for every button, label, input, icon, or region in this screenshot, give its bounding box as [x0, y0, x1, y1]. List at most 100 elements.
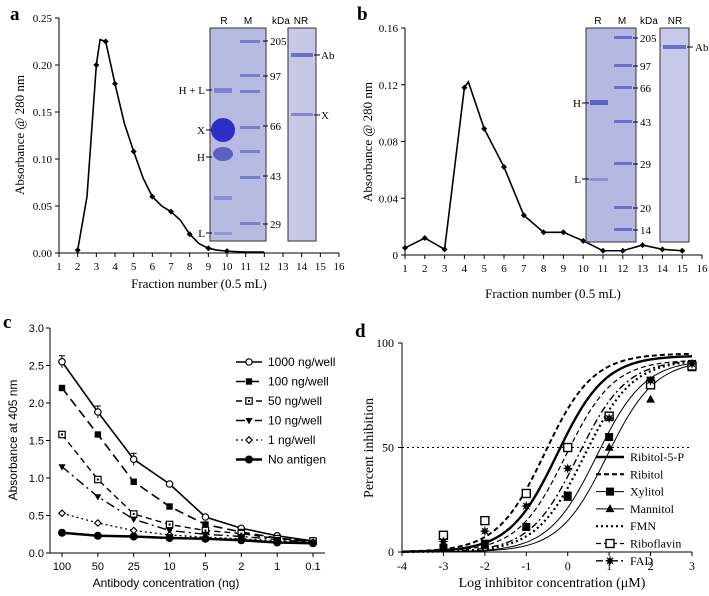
- y-axis-title: Absorbance @ 280 nm: [12, 75, 27, 195]
- data-point: [686, 358, 698, 370]
- x-tick-label: 0.1: [305, 561, 320, 573]
- data-point: [165, 480, 174, 488]
- legend-marker: [605, 504, 615, 513]
- marker-kda-label: 43: [270, 171, 282, 183]
- x-tick-label: 5: [131, 261, 137, 273]
- y-tick-label: 0.0: [29, 548, 44, 560]
- gel-band: [614, 64, 632, 67]
- band-label: Ab: [321, 50, 335, 62]
- x-tick-label: 10: [222, 261, 234, 273]
- y-tick-label: 2.5: [29, 361, 44, 373]
- lane-label: R: [594, 16, 601, 27]
- y-tick-label: 0.05: [33, 201, 53, 213]
- x-tick-label: 9: [561, 263, 567, 275]
- y-tick-label: 0.20: [33, 60, 53, 72]
- gel-background: [585, 27, 637, 243]
- data-point: [481, 125, 488, 132]
- x-tick-label: 13: [637, 263, 649, 275]
- data-point: [94, 408, 102, 416]
- series: 1000 ng/well: [58, 355, 335, 545]
- x-axis-title: Fraction number (0.5 mL): [131, 276, 267, 291]
- legend-label: Ribitol-5-P: [630, 450, 684, 464]
- legend-label: 100 ng/well: [268, 375, 329, 389]
- marker-dot: [168, 523, 171, 526]
- y-tick-label: 1.5: [29, 436, 44, 448]
- legend-label: Xylitol: [630, 485, 665, 499]
- data-point: [563, 442, 573, 453]
- data-point: [149, 193, 156, 200]
- data-point: [102, 38, 109, 45]
- band-label: H: [573, 98, 581, 110]
- data-point: [165, 520, 174, 529]
- x-tick-label: 14: [657, 263, 669, 275]
- data-point: [129, 455, 138, 464]
- gel-band: [211, 118, 235, 142]
- x-tick-label: 8: [541, 263, 547, 275]
- data-point: [439, 543, 448, 552]
- x-tick-label: -1: [521, 559, 531, 573]
- data-point: [480, 515, 490, 526]
- x-tick-label: -3: [438, 559, 448, 573]
- marker-kda-label: 43: [640, 117, 652, 129]
- band-label: L: [574, 174, 581, 186]
- legend-label: FMN: [630, 519, 656, 533]
- x-tick-label: 11: [240, 261, 251, 273]
- y-tick-label: 0.08: [379, 137, 399, 149]
- data-point: [168, 208, 174, 215]
- y-tick-label: 0.16: [379, 23, 399, 35]
- x-axis-title: Fraction number (0.5 mL): [485, 286, 621, 301]
- y-tick-label: 0.00: [33, 248, 53, 260]
- legend-marker: [606, 487, 614, 496]
- kda-label: kDa: [640, 16, 658, 27]
- legend-label: Mannitol: [630, 502, 675, 516]
- data-point: [562, 463, 573, 474]
- x-tick-label: 4: [112, 261, 118, 273]
- data-point: [619, 247, 626, 254]
- data-point: [129, 532, 138, 541]
- marker-dot: [61, 433, 63, 436]
- lane-label: NR: [294, 16, 308, 27]
- data-point: [560, 229, 567, 236]
- y-axis-title: Absorbance at 405 nm: [6, 380, 20, 501]
- x-tick-label: 6: [501, 263, 507, 275]
- marker-kda-label: 66: [270, 121, 282, 133]
- gel-band: [590, 178, 608, 181]
- x-tick-label: 3: [94, 261, 100, 273]
- band-label: Ab: [695, 42, 709, 54]
- marker-kda-label: 14: [640, 225, 652, 237]
- y-axis-title: Percent inhibition: [362, 398, 377, 498]
- x-tick-label: 25: [128, 561, 140, 573]
- marker-kda-label: 29: [270, 219, 282, 231]
- x-tick-label: 12: [259, 261, 270, 273]
- data-point: [186, 231, 193, 238]
- legend-label: 1000 ng/well: [268, 355, 335, 369]
- gel-band: [291, 113, 313, 116]
- y-tick-label: 3.0: [29, 323, 44, 335]
- data-point: [237, 536, 246, 545]
- gel-band: [614, 162, 632, 165]
- data-point: [58, 357, 66, 366]
- series-line: [61, 434, 314, 542]
- data-point: [273, 538, 282, 547]
- y-tick-label: 0.10: [33, 154, 53, 166]
- data-point: [166, 503, 173, 510]
- marker-kda-label: 97: [640, 61, 652, 73]
- series-line: [401, 355, 693, 553]
- data-point: [58, 384, 66, 392]
- series-line: [61, 531, 314, 545]
- data-point: [521, 488, 531, 499]
- lane-label: M: [618, 16, 626, 27]
- gel-band: [663, 45, 686, 49]
- y-tick-label: 0.25: [33, 13, 53, 25]
- x-tick-label: 12: [617, 263, 628, 275]
- data-point: [93, 531, 102, 540]
- data-point: [130, 516, 138, 524]
- x-tick-label: 2: [238, 561, 244, 573]
- data-point: [646, 394, 655, 403]
- marker-kda-label: 66: [640, 83, 652, 95]
- series: 1 ng/well: [57, 433, 318, 547]
- data-point: [600, 247, 606, 254]
- x-tick-label: 1: [56, 261, 62, 273]
